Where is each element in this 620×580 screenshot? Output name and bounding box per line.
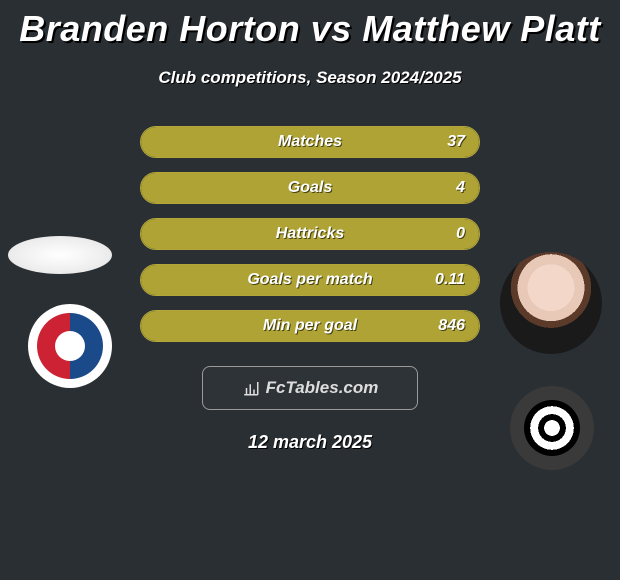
subtitle: Club competitions, Season 2024/2025 (0, 68, 620, 88)
player-left-avatar (8, 236, 112, 274)
club-left-badge (28, 304, 112, 388)
stat-bar: Goals per match 0.11 (140, 264, 480, 296)
player-right-avatar (500, 252, 602, 354)
stat-value: 4 (456, 179, 465, 197)
brand-box: FcTables.com (202, 366, 418, 410)
barchart-icon (242, 379, 260, 397)
stat-bar: Min per goal 846 (140, 310, 480, 342)
stat-label: Min per goal (263, 317, 357, 335)
stat-value: 0 (456, 225, 465, 243)
brand-text: FcTables.com (266, 378, 379, 398)
club-right-crest-icon (524, 400, 580, 456)
stat-label: Hattricks (276, 225, 344, 243)
stat-bar: Matches 37 (140, 126, 480, 158)
stat-value: 0.11 (435, 271, 465, 289)
page-title: Branden Horton vs Matthew Platt (0, 0, 620, 50)
stat-value: 37 (447, 133, 465, 151)
stat-bar: Hattricks 0 (140, 218, 480, 250)
comparison-panel: Matches 37 Goals 4 Hattricks 0 Goals per… (0, 126, 620, 453)
stats-list: Matches 37 Goals 4 Hattricks 0 Goals per… (140, 126, 480, 342)
club-right-badge (510, 386, 594, 470)
stat-bar: Goals 4 (140, 172, 480, 204)
club-left-crest-icon (37, 313, 103, 379)
stat-label: Goals (288, 179, 332, 197)
stat-label: Matches (278, 133, 342, 151)
stat-label: Goals per match (247, 271, 372, 289)
stat-value: 846 (438, 317, 465, 335)
